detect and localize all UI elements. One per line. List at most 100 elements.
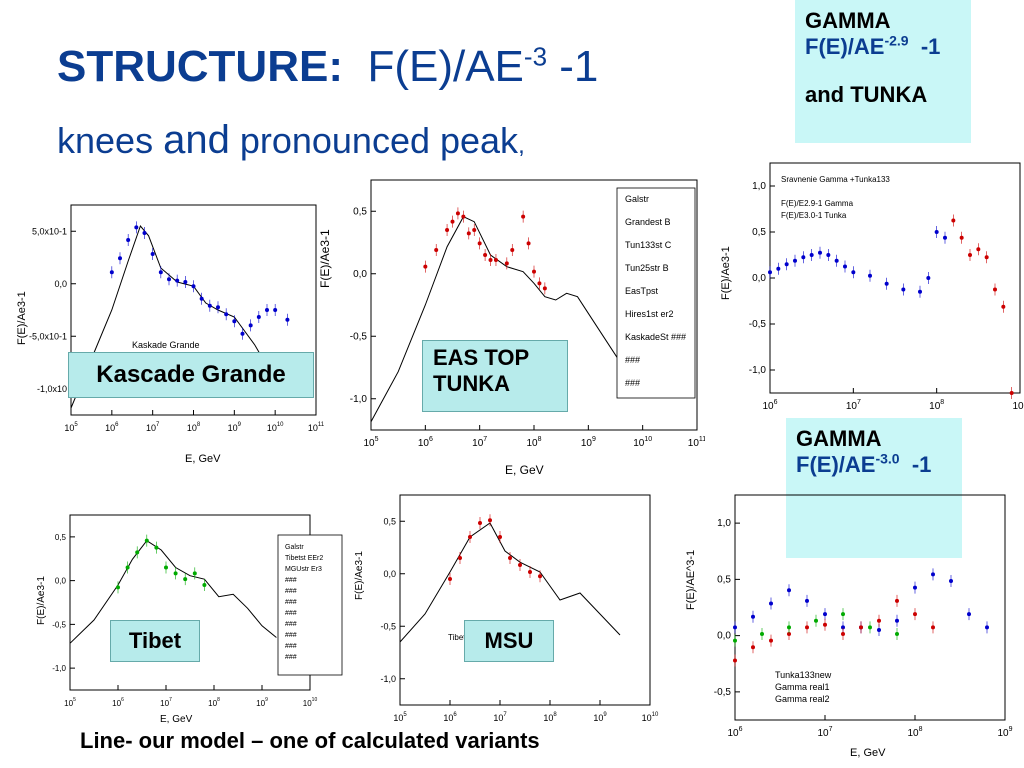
gamma-mid-line2: F(E)/AE-3.0 -1 <box>796 452 952 478</box>
legend-entry: Tun25str B <box>625 263 669 273</box>
data-point <box>538 574 542 579</box>
y-axis-label: F(E)/Ae3-1 <box>720 246 732 300</box>
y-tick-label: 0,5 <box>717 574 731 585</box>
y-tick-label: -1,0x10 <box>37 384 67 394</box>
data-point <box>518 563 522 567</box>
data-point <box>784 262 789 267</box>
legend-entry: ### <box>285 588 297 595</box>
bottom-caption: Line- our model – one of calculated vari… <box>80 728 540 753</box>
y-tick-label: 0,0 <box>717 631 731 642</box>
data-point <box>526 241 531 246</box>
data-point <box>478 521 482 525</box>
legend-entry: ### <box>625 378 640 388</box>
data-point <box>508 556 512 560</box>
data-point <box>256 315 261 319</box>
subtitle-b: and <box>163 118 230 162</box>
data-point <box>191 284 196 289</box>
gamma-top-line1: GAMMA <box>805 8 891 33</box>
legend-entry: Gamma real2 <box>775 694 830 704</box>
model-line <box>370 216 638 422</box>
x-tick-label: 108 <box>907 726 922 739</box>
data-point <box>805 625 809 630</box>
data-point <box>477 241 482 246</box>
data-point <box>769 601 773 606</box>
x-tick-label: 106 <box>443 712 457 723</box>
title-bold: STRUCTURE: <box>57 42 343 91</box>
data-point <box>537 281 542 286</box>
x-tick-label: 1010 <box>633 436 652 449</box>
y-tick-label: -0,5 <box>749 319 767 330</box>
data-point <box>142 231 147 235</box>
data-point <box>423 264 428 269</box>
data-point <box>498 535 502 539</box>
data-point <box>841 631 845 636</box>
data-point <box>918 289 922 294</box>
x-tick-label: 107 <box>817 726 832 739</box>
y-axis-label: F(E)/Ae3-1 <box>36 576 47 625</box>
data-point <box>458 556 462 560</box>
data-point <box>493 258 498 262</box>
data-point <box>461 214 466 219</box>
eastop-label-box: EAS TOP TUNKA <box>422 340 568 412</box>
data-point <box>144 538 149 543</box>
y-axis-label: F(E)/AE^3-1 <box>685 550 697 610</box>
data-point <box>167 277 171 282</box>
title-formula: F(E)/AE-3 -1 <box>355 42 598 91</box>
y-tick-label: -1,0 <box>380 674 396 684</box>
data-point <box>199 296 204 301</box>
model-line <box>69 540 277 644</box>
x-tick-label: 106 <box>418 436 433 449</box>
eastop-label-2: TUNKA <box>433 371 510 396</box>
data-point <box>787 631 791 636</box>
legend-box <box>277 534 343 676</box>
data-point <box>207 303 212 308</box>
legend-entry: Galstr <box>625 194 649 204</box>
legend-entry: Hires1st er2 <box>625 309 674 319</box>
x-tick-label: 107 <box>146 422 160 433</box>
data-point <box>154 545 159 550</box>
data-point <box>240 331 245 336</box>
data-point <box>445 228 450 232</box>
legend-entry: KaskadeSt ### <box>625 332 686 342</box>
data-point <box>434 248 439 252</box>
legend-box <box>616 187 696 399</box>
data-point <box>959 235 964 240</box>
data-point <box>164 565 168 570</box>
x-tick-label: 106 <box>762 399 777 412</box>
inner-note-1: F(E)/E2.9-1 Gamma <box>781 199 854 208</box>
data-point <box>793 258 797 263</box>
data-point <box>984 255 989 260</box>
page-subtitle: knees and pronounced peak, <box>57 118 525 163</box>
data-point <box>967 612 971 617</box>
data-point <box>901 287 906 292</box>
data-point <box>468 535 472 539</box>
x-tick-label: 105 <box>64 422 78 433</box>
msu-label: MSU <box>484 628 534 653</box>
y-tick-label: -1,0 <box>52 664 66 673</box>
legend-entry: Tunka133new <box>775 670 832 680</box>
plot-frame <box>399 494 651 706</box>
eastop-label-1: EAS TOP <box>433 345 530 370</box>
data-point <box>158 270 163 275</box>
data-point <box>232 319 237 324</box>
y-tick-label: 1,0 <box>717 518 731 529</box>
data-point <box>776 266 781 271</box>
x-tick-label: 109 <box>256 697 268 708</box>
data-point <box>1001 304 1006 309</box>
model-line <box>399 522 621 643</box>
x-tick-label: 106 <box>112 697 124 708</box>
y-axis-label: F(E)/Ae3-1 <box>354 551 365 600</box>
inner-note-2: F(E)/E3.0-1 Tunka <box>781 211 847 220</box>
data-point <box>751 614 755 619</box>
legend-entry: ### <box>285 632 297 639</box>
data-point <box>450 219 455 224</box>
legend-entry: ### <box>285 654 297 661</box>
gamma-top-line2: F(E)/AE-2.9 -1 <box>805 34 961 60</box>
data-point <box>126 238 131 242</box>
legend-entry: ### <box>285 577 297 584</box>
data-point <box>472 228 477 232</box>
data-point <box>216 305 220 310</box>
x-tick-label: 1010 <box>303 697 318 708</box>
data-point <box>787 625 791 630</box>
